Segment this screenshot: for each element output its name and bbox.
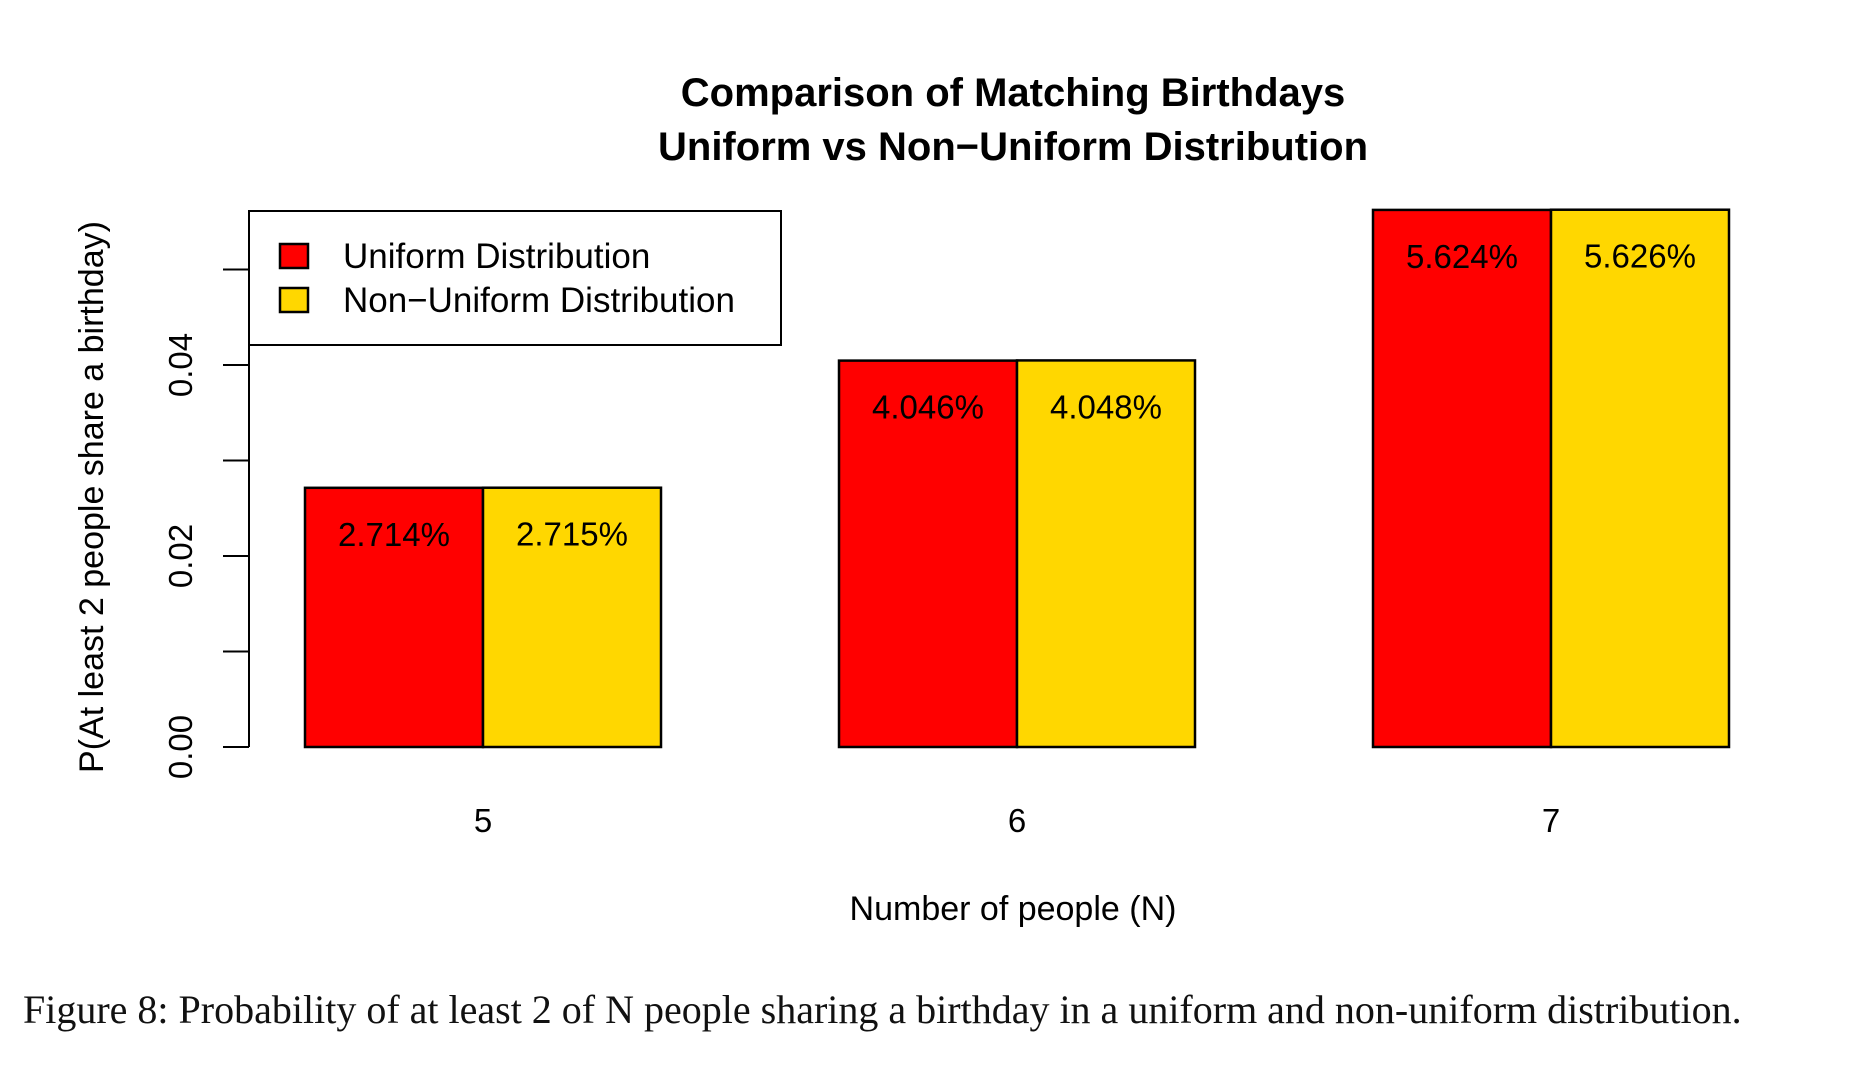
y-tick-label: 0.02 xyxy=(162,524,199,588)
x-tick-labels: 5 6 7 xyxy=(474,802,1560,839)
legend-label: Non−Uniform Distribution xyxy=(343,281,735,320)
bars-group: 2.714% 2.715% 4.046% 4.048% 5.624% 5.626% xyxy=(303,208,1731,749)
x-axis-label: Number of people (N) xyxy=(850,890,1177,928)
legend: Uniform Distribution Non−Uniform Distribu… xyxy=(248,210,782,346)
bar-non-uniform-7 xyxy=(1549,208,1731,749)
bar-uniform-6 xyxy=(837,359,1019,749)
bar-value-label: 5.624% xyxy=(1406,238,1518,275)
bar-value-label: 4.046% xyxy=(872,389,984,426)
y-tick-label: 0.00 xyxy=(162,715,199,779)
x-tick-label: 7 xyxy=(1542,802,1560,839)
x-tick-label: 5 xyxy=(474,802,492,839)
legend-swatch xyxy=(278,242,310,270)
y-tick-label: 0.04 xyxy=(162,333,199,397)
bar-non-uniform-5 xyxy=(481,486,663,749)
bar-value-label: 2.714% xyxy=(338,516,450,553)
legend-label: Uniform Distribution xyxy=(343,237,650,276)
bar-uniform-5 xyxy=(303,486,485,749)
bar-chart: Comparison of Matching Birthdays Uniform… xyxy=(73,71,1731,928)
bar-value-label: 4.048% xyxy=(1050,388,1162,425)
chart-subtitle: Uniform vs Non−Uniform Distribution xyxy=(658,125,1368,169)
bar-value-label: 5.626% xyxy=(1584,238,1696,275)
legend-box xyxy=(248,210,782,346)
y-axis-label: P(At least 2 people share a birthday) xyxy=(73,221,111,773)
x-tick-label: 6 xyxy=(1008,802,1026,839)
chart-title: Comparison of Matching Birthdays xyxy=(681,71,1346,115)
bar-non-uniform-6 xyxy=(1015,359,1197,749)
legend-swatch xyxy=(278,286,310,314)
figure-caption: Figure 8: Probability of at least 2 of N… xyxy=(23,987,1742,1032)
bar-uniform-7 xyxy=(1371,208,1553,749)
bar-value-label: 2.715% xyxy=(516,516,628,553)
y-axis: 0.00 0.02 0.04 xyxy=(162,268,250,779)
